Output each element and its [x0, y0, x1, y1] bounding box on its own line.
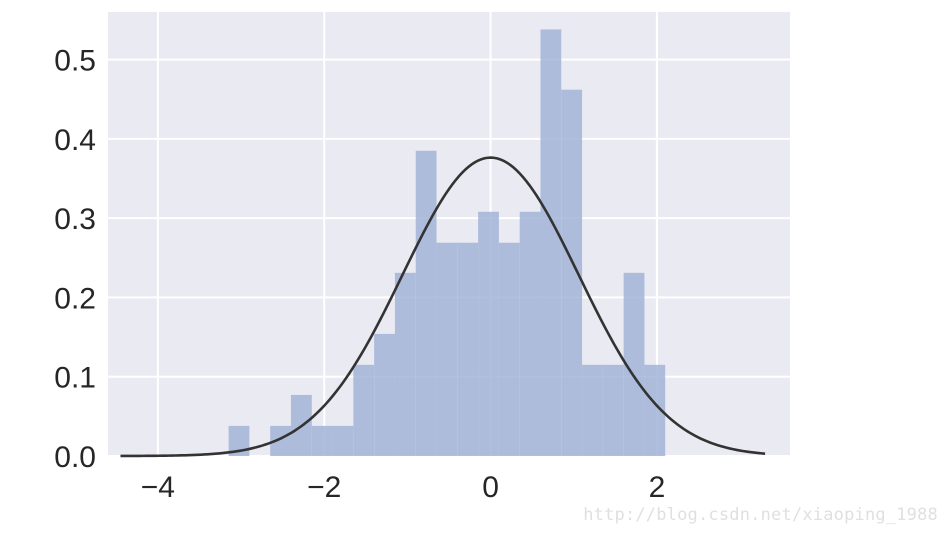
watermark-text: http://blog.csdn.net/xiaoping_1988	[583, 505, 938, 525]
y-tick-label: 0.0	[54, 441, 96, 474]
y-tick-label: 0.3	[54, 203, 96, 236]
histogram-bar	[478, 211, 499, 456]
histogram-bar	[623, 272, 645, 456]
histogram-bar	[498, 242, 520, 456]
y-tick-label: 0.5	[54, 45, 96, 78]
histogram-bar	[436, 242, 458, 456]
histogram-bar	[415, 150, 437, 456]
histogram-bar	[644, 364, 666, 456]
y-tick-label: 0.4	[54, 124, 96, 157]
histogram-bar	[270, 425, 291, 456]
y-tick-label: 0.1	[54, 362, 96, 395]
histogram-bar	[457, 242, 479, 456]
histogram-bar	[540, 29, 562, 456]
x-tick-label: 0	[482, 471, 499, 504]
histogram-bar	[353, 364, 375, 456]
x-tick-label: 2	[649, 471, 666, 504]
y-tick-label: 0.2	[54, 282, 96, 315]
histogram-bar	[561, 89, 583, 456]
y-tick-labels: 0.0 0.1 0.2 0.3 0.4 0.5	[54, 45, 96, 474]
histogram-bar	[332, 425, 354, 456]
histogram-bar	[519, 211, 541, 456]
histogram-bar	[582, 364, 603, 456]
histogram-bar	[228, 425, 250, 456]
histogram-bar	[374, 333, 395, 456]
density-curve	[120, 156, 766, 458]
histogram-bar	[394, 272, 416, 456]
x-tick-label: −2	[307, 471, 341, 504]
histogram-bar	[602, 364, 624, 456]
histogram-bars	[228, 29, 666, 456]
histogram-bar	[311, 425, 333, 456]
x-tick-label: −4	[141, 471, 175, 504]
x-tick-labels: −4 −2 0 2	[141, 471, 665, 504]
